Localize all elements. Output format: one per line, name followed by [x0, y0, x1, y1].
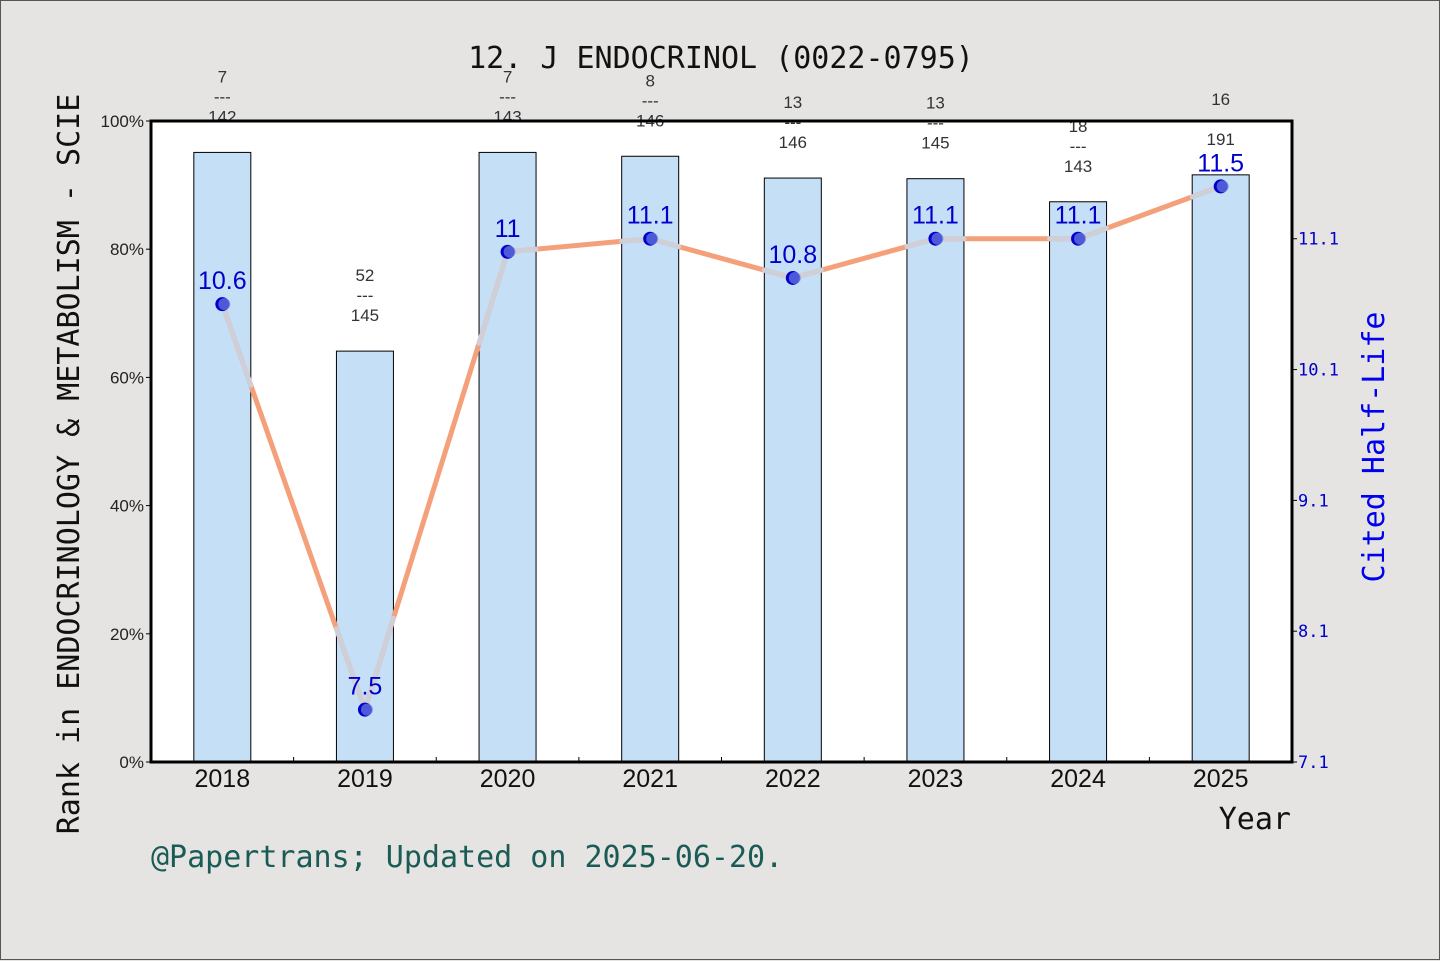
rank-total: 146 [779, 133, 807, 152]
bar [193, 151, 252, 763]
left-tick-label: 80% [110, 240, 144, 259]
bar [1191, 174, 1250, 763]
rank-divider: --- [642, 91, 659, 110]
left-tick-label: 100% [101, 112, 144, 131]
right-tick-label: 7.1 [1298, 753, 1329, 773]
bar [478, 151, 537, 763]
line-value-label: 10.8 [768, 241, 817, 269]
line-segment-overlay [333, 626, 368, 713]
rank-label: 13 [783, 93, 802, 112]
rank-divider: --- [1070, 137, 1087, 156]
rank-label: 52 [355, 266, 374, 285]
plot-area [151, 121, 1292, 762]
x-tick-label: 2020 [480, 765, 536, 793]
right-tick-label: 10.1 [1298, 361, 1339, 381]
line-value-label: 11 [495, 215, 521, 243]
line-value-label: 7.5 [348, 673, 383, 701]
right-tick-label: 11.1 [1298, 230, 1339, 250]
right-tick-label: 9.1 [1298, 491, 1329, 511]
rank-divider: --- [784, 113, 801, 132]
bar [1049, 201, 1108, 763]
right-tick-label: 8.1 [1298, 622, 1329, 642]
line-marker-highlight [788, 271, 801, 284]
x-tick-label: 2022 [765, 765, 821, 793]
x-tick-label: 2021 [622, 765, 678, 793]
axes-layer: 0% 20% 40% 60% 80% 100% 7.1 8.1 9.1 10.1 11.1 2018 2… [101, 112, 1339, 793]
line-segment-overlay [219, 301, 254, 388]
x-axis-title: Year [1219, 802, 1291, 837]
line-segment-overlay [362, 615, 396, 713]
x-tick-label: 2025 [1193, 765, 1249, 793]
footer-credit: @Papertrans; Updated on 2025-06-20. [151, 840, 783, 875]
rank-label: 7 [218, 67, 227, 86]
line-marker-highlight [931, 232, 944, 245]
rank-total: 143 [493, 107, 521, 126]
line-value-label: 11.1 [1055, 202, 1102, 230]
chart-title: 12. J ENDOCRINOL (0022-0795) [468, 41, 974, 76]
line-marker-highlight [646, 232, 659, 245]
line-marker-highlight [360, 703, 373, 716]
rank-divider: --- [356, 286, 373, 305]
rank-label: 8 [645, 71, 654, 90]
rank-total: 145 [351, 306, 379, 325]
rank-label: 13 [926, 94, 945, 113]
left-axis-title: Rank in ENDOCRINOLOGY & METABOLISM - SCI… [52, 94, 87, 835]
left-tick-label: 40% [110, 497, 144, 516]
bar [621, 155, 680, 763]
right-axis-title: Cited Half-Life [1357, 312, 1392, 583]
rank-total: 142 [208, 107, 236, 126]
rank-divider: --- [927, 114, 944, 133]
x-tick-label: 2024 [1050, 765, 1106, 793]
bar [906, 178, 965, 763]
line-segment-overlay [476, 249, 511, 346]
rank-label: 16 [1211, 90, 1230, 109]
left-tick-label: 0% [119, 753, 144, 772]
rank-total: 191 [1207, 130, 1235, 149]
bar [335, 350, 394, 763]
rank-divider: --- [214, 87, 231, 106]
line-marker-highlight [218, 298, 231, 311]
line-value-label: 10.6 [198, 267, 247, 295]
line-marker-highlight [503, 245, 516, 258]
rank-divider: --- [499, 87, 516, 106]
line-value-label: 11.1 [912, 202, 959, 230]
x-tick-label: 2023 [908, 765, 964, 793]
left-tick-label: 60% [110, 368, 144, 387]
line-value-label: 11.1 [627, 202, 674, 230]
line-layer: 10.6 7.5 11 11.1 10.8 11.1 11.1 11.5 [198, 149, 1244, 717]
rank-label: 7 [503, 67, 512, 86]
rank-total: 143 [1064, 157, 1092, 176]
line-marker-highlight [1216, 180, 1229, 193]
x-tick-label: 2019 [337, 765, 393, 793]
bars-layer: 7---14252---1457---1438---14613---14613-… [193, 67, 1250, 763]
rank-divider: --- [1212, 110, 1229, 129]
line-marker-highlight [1074, 232, 1087, 245]
x-tick-label: 2018 [195, 765, 251, 793]
left-tick-label: 20% [110, 625, 144, 644]
line-value-label: 11.5 [1197, 149, 1244, 177]
rank-total: 145 [921, 134, 949, 153]
